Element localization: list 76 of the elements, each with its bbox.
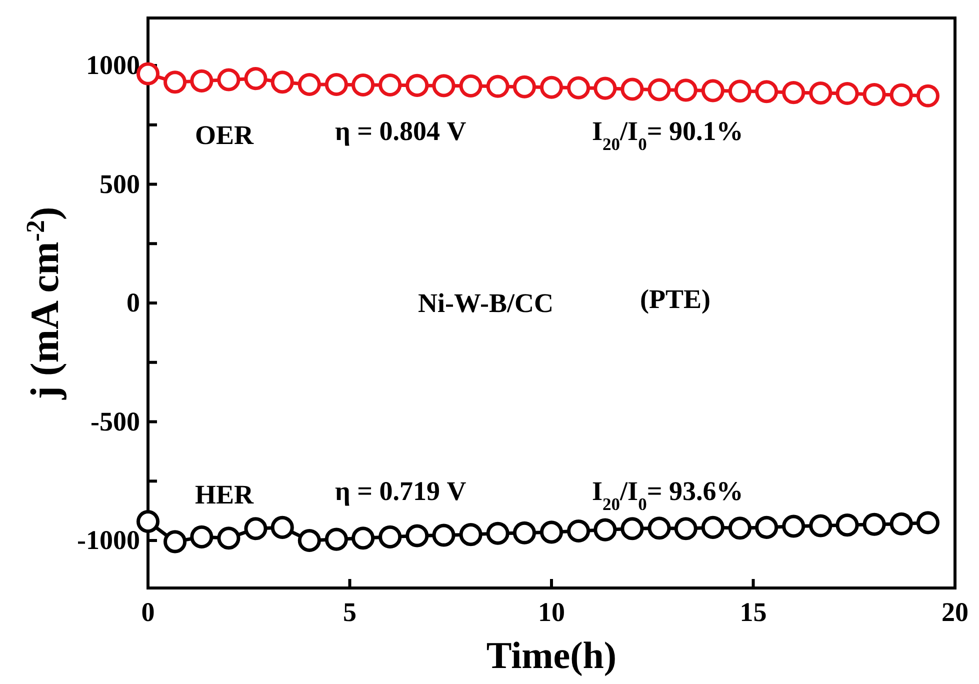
point	[755, 80, 778, 104]
point	[459, 74, 482, 98]
y-tick-label: 0	[126, 288, 140, 318]
point	[298, 72, 321, 96]
series-label: HER	[195, 480, 254, 510]
point	[540, 520, 564, 544]
y-tick-label: 1000	[86, 50, 140, 80]
point	[164, 70, 187, 94]
point	[190, 525, 214, 548]
x-tick-label: 15	[740, 597, 767, 628]
point	[836, 514, 859, 537]
point	[701, 79, 724, 102]
point	[217, 68, 240, 92]
point	[270, 70, 294, 94]
point	[190, 69, 214, 92]
y-tick-label: -1000	[77, 525, 140, 556]
x-tick-label: 10	[538, 597, 565, 628]
point	[567, 76, 590, 100]
point	[782, 81, 806, 104]
x-tick-label: 20	[942, 597, 968, 628]
point	[594, 518, 617, 542]
point	[567, 519, 590, 543]
point	[352, 526, 375, 550]
point	[324, 528, 348, 551]
annotation: Ni-W-B/CC	[418, 288, 554, 318]
point	[486, 522, 510, 545]
point	[512, 75, 536, 98]
annotation: I$_{20}$/I$_{0}$= 93.6%	[592, 476, 744, 514]
point	[809, 82, 832, 105]
point	[324, 72, 348, 96]
point	[674, 78, 698, 102]
point	[378, 525, 402, 548]
point	[406, 524, 429, 548]
point	[298, 528, 321, 552]
point	[270, 516, 294, 539]
point	[836, 82, 859, 106]
point	[890, 512, 913, 536]
point	[164, 530, 187, 554]
point	[620, 78, 644, 101]
point	[459, 523, 482, 546]
point	[244, 67, 268, 90]
point	[352, 73, 375, 96]
point	[594, 76, 617, 100]
point	[728, 80, 752, 103]
annotation: I$_{20}$/I$_{0}$= 90.1%	[592, 116, 744, 154]
point	[486, 74, 510, 98]
point	[728, 516, 752, 540]
y-tick-label: -500	[90, 406, 140, 436]
point	[244, 517, 268, 540]
point	[406, 74, 429, 97]
annotation: η = 0.804 V	[335, 116, 467, 146]
point	[782, 514, 806, 538]
point	[648, 78, 671, 102]
point	[862, 512, 886, 536]
point	[916, 511, 940, 534]
point	[862, 82, 886, 106]
point	[540, 76, 564, 99]
y-tick-label: 500	[100, 168, 140, 199]
point	[512, 521, 536, 544]
point	[432, 524, 456, 547]
point	[916, 84, 940, 108]
point	[701, 516, 724, 539]
series-label: OER	[195, 120, 254, 150]
annotation: η = 0.719 V	[335, 476, 467, 506]
point	[620, 517, 644, 540]
point	[378, 73, 402, 96]
point	[890, 83, 913, 106]
annotation: (PTE)	[640, 284, 710, 314]
point	[432, 74, 456, 98]
point	[648, 516, 671, 540]
point	[674, 517, 698, 540]
x-tick-label: 5	[343, 597, 356, 628]
point	[217, 526, 240, 550]
x-axis-title: Time(h)	[486, 635, 617, 677]
point	[809, 514, 832, 538]
point	[755, 516, 778, 539]
